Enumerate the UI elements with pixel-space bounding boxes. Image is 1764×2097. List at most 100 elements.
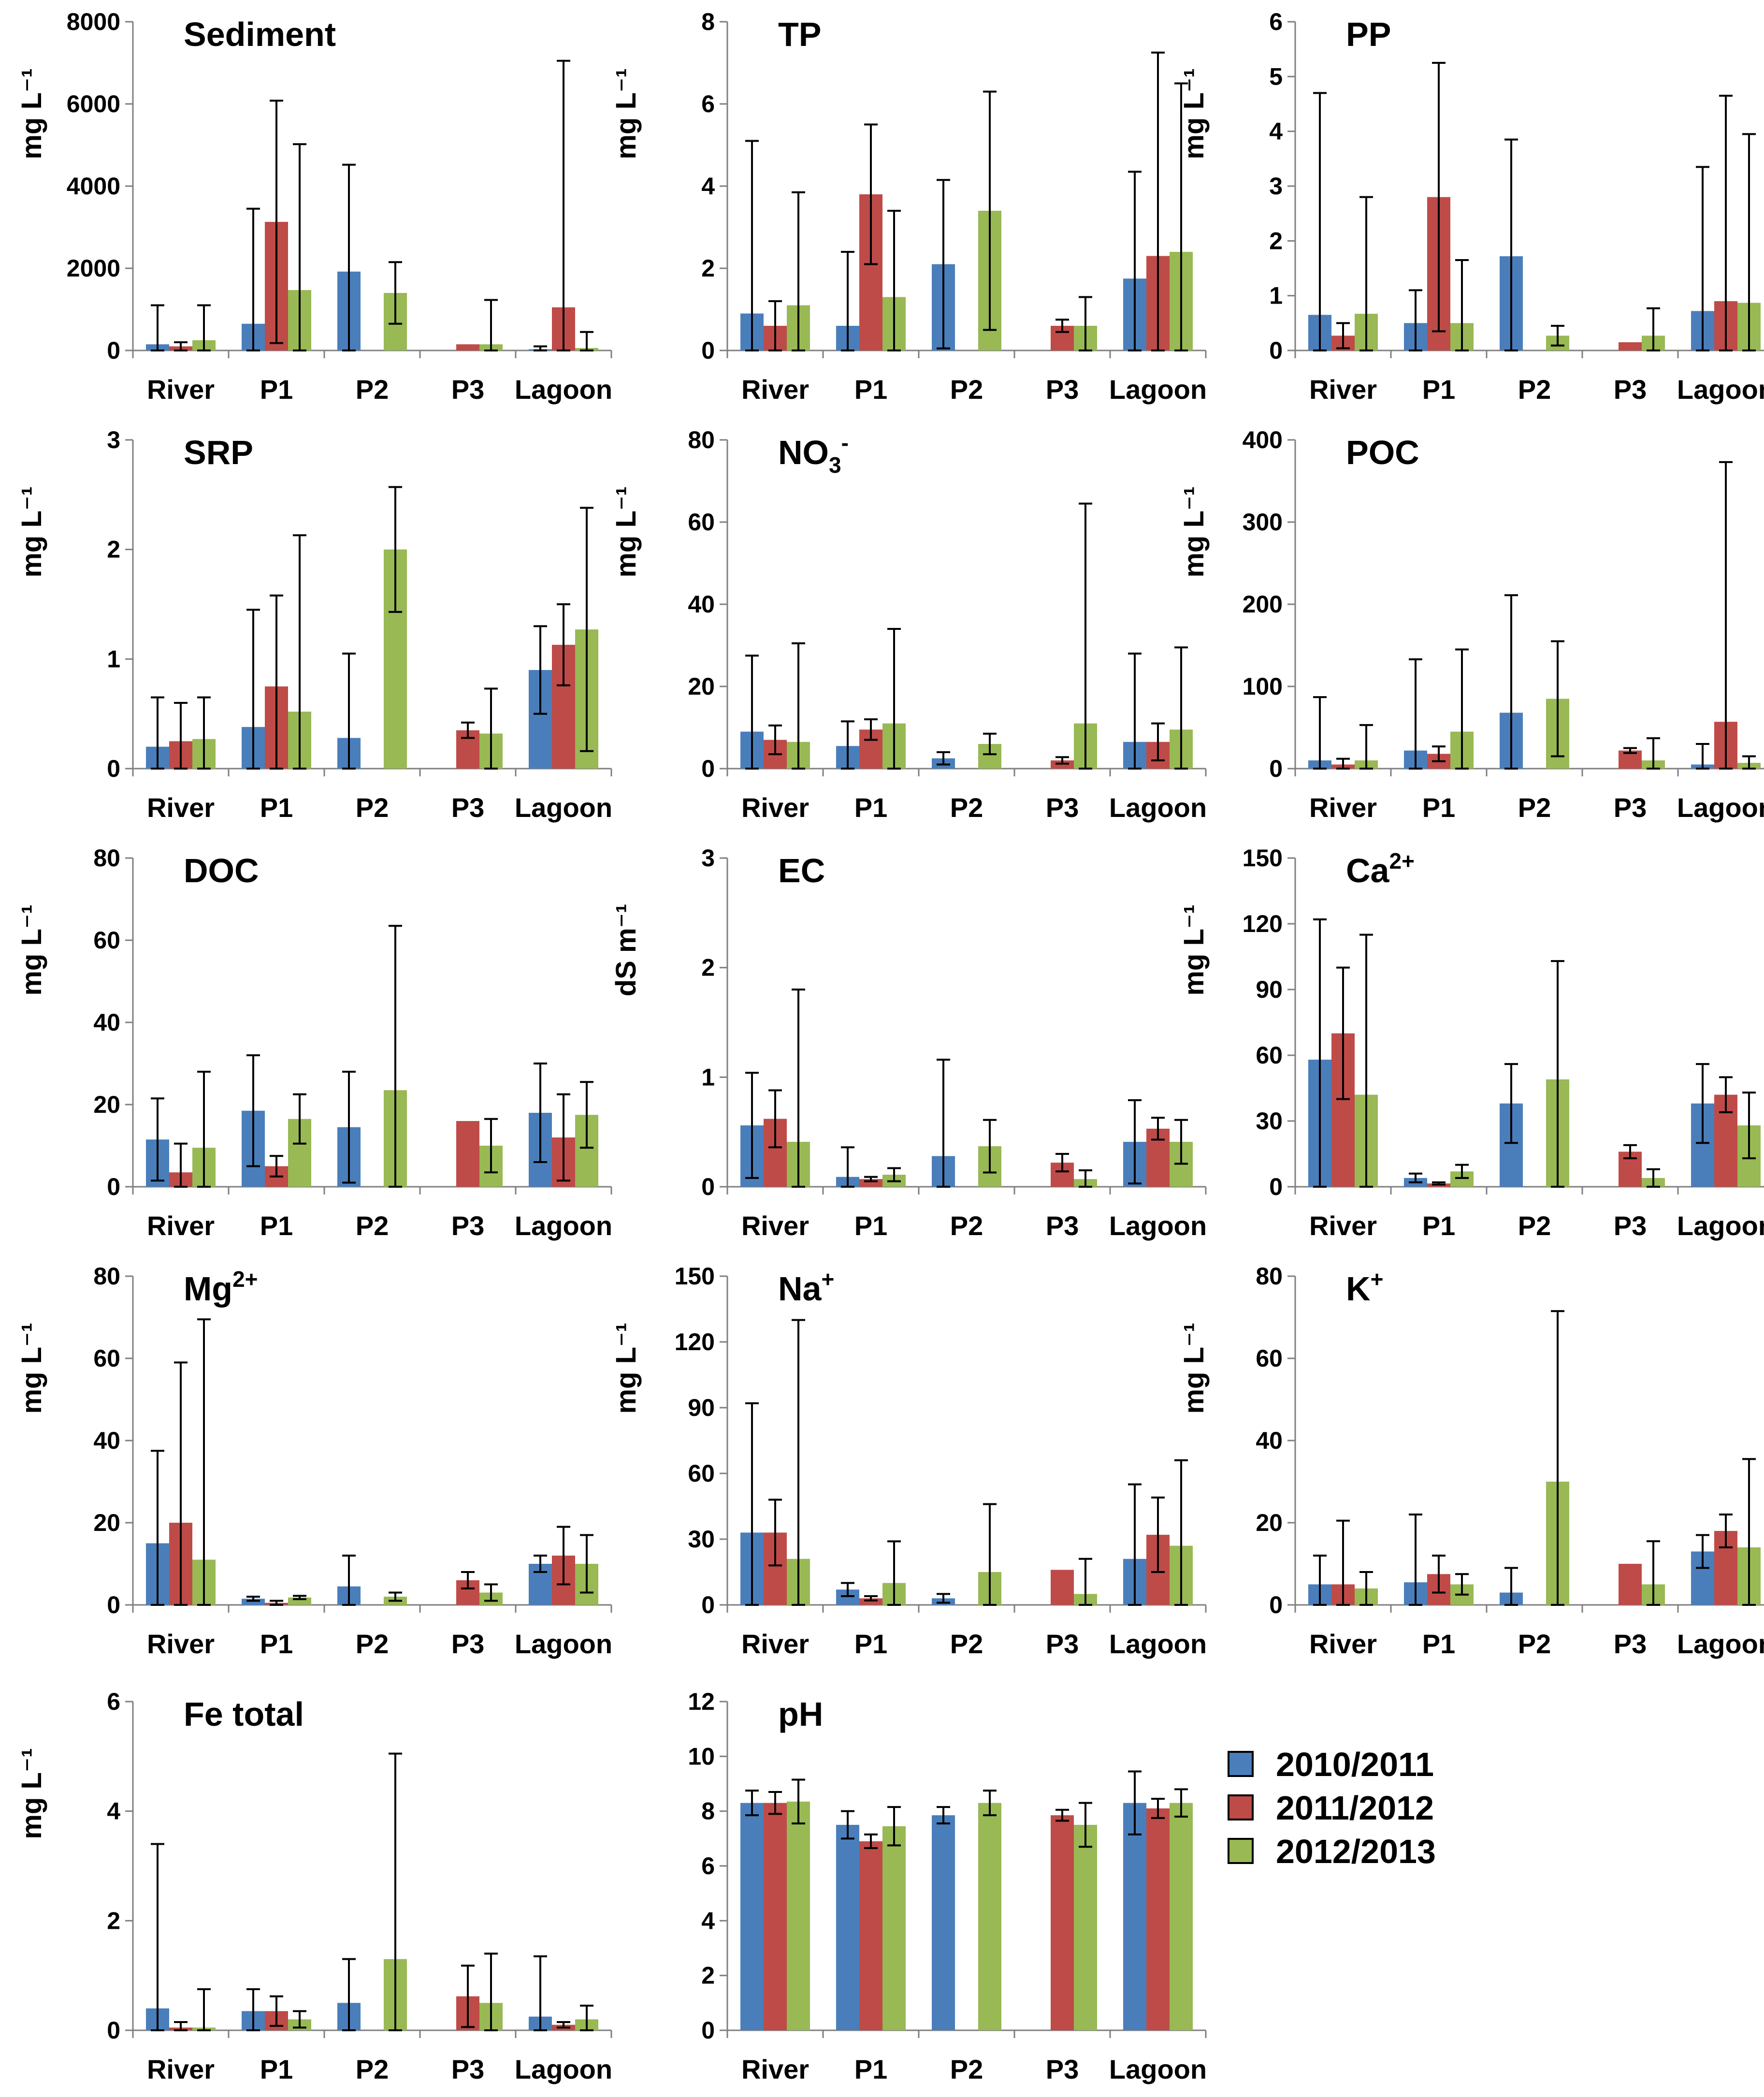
x-tick-label: River xyxy=(1309,1210,1377,1241)
y-tick-label: 400 xyxy=(1243,426,1283,453)
bar-p3-2011 xyxy=(1619,342,1642,350)
chart-no3: 0 20 40 60 80 mg L⁻¹ NO3- River P1 P2 P3 Lagoon xyxy=(610,426,1207,823)
chart-title: SRP xyxy=(184,434,253,471)
y-tick-label: 0 xyxy=(107,2017,120,2044)
y-tick-label: 0 xyxy=(107,755,120,782)
y-tick-label: 60 xyxy=(1256,1042,1283,1069)
y-axis-label: mg L⁻¹ xyxy=(610,1323,642,1413)
y-tick-label: 150 xyxy=(1243,845,1283,872)
x-tick-label: P3 xyxy=(1614,1210,1647,1241)
y-tick-label: 40 xyxy=(93,1009,120,1036)
chart-title: pH xyxy=(778,1695,823,1733)
chart-title: TP xyxy=(778,15,821,53)
y-tick-label: 6 xyxy=(107,1688,120,1715)
chart-sediment: 0 2000 4000 6000 8000 mg L⁻¹ Sediment River P1 P2… xyxy=(16,8,612,405)
x-tick-label: Lagoon xyxy=(1677,374,1764,405)
x-tick-label: River xyxy=(147,1210,215,1241)
x-tick-label: P3 xyxy=(451,1629,485,1659)
y-tick-label: 80 xyxy=(1256,1263,1283,1290)
x-tick-label: River xyxy=(1309,792,1377,823)
y-tick-label: 0 xyxy=(107,337,120,364)
x-tick-label: P1 xyxy=(854,2054,888,2084)
chart-title: Mg2+ xyxy=(184,1267,258,1308)
y-tick-label: 0 xyxy=(107,1173,120,1200)
y-tick-label: 2 xyxy=(1269,227,1283,254)
x-tick-label: P1 xyxy=(1422,1629,1456,1659)
y-tick-label: 40 xyxy=(93,1427,120,1454)
x-tick-label: P2 xyxy=(1518,374,1551,405)
bar-lagoon-2011 xyxy=(1146,1808,1170,2030)
x-tick-label: P2 xyxy=(356,792,389,823)
bar-p3-2011 xyxy=(456,1121,479,1187)
chart-title: K+ xyxy=(1346,1267,1383,1308)
chart-doc: 0 20 40 60 80 mg L⁻¹ DOC River P1 P2 P3 Lagoon xyxy=(16,845,612,1241)
x-tick-label: Lagoon xyxy=(515,1629,612,1659)
y-tick-label: 60 xyxy=(93,1345,120,1372)
y-tick-label: 2 xyxy=(701,255,715,282)
x-tick-label: P1 xyxy=(1422,374,1456,405)
x-tick-label: P2 xyxy=(950,374,983,405)
y-tick-label: 6 xyxy=(701,90,715,117)
y-tick-label: 60 xyxy=(688,1460,715,1487)
y-tick-label: 60 xyxy=(688,509,715,536)
chart-srp: 0 1 2 3 mg L⁻¹ SRP River P1 P2 P3 Lagoon xyxy=(16,426,612,823)
x-tick-label: P3 xyxy=(1614,1629,1647,1659)
y-axis-label: mg L⁻¹ xyxy=(610,68,642,159)
x-tick-label: Lagoon xyxy=(515,792,612,823)
y-tick-label: 0 xyxy=(701,2017,715,2044)
x-tick-label: P1 xyxy=(260,792,293,823)
y-axis-label: mg L⁻¹ xyxy=(16,68,47,159)
y-axis-label: dS m⁻¹ xyxy=(610,904,642,997)
legend-label-2010: 2010/2011 xyxy=(1276,1746,1434,1783)
bar-p3-2011 xyxy=(1619,1564,1642,1605)
chart-tp: 0 2 4 6 8 mg L⁻¹ TP River P1 P2 P3 Lagoon xyxy=(610,8,1207,405)
x-tick-label: Lagoon xyxy=(1109,792,1207,823)
bar-lagoon-2010 xyxy=(1123,1803,1146,2030)
x-tick-label: River xyxy=(1309,1629,1377,1659)
chart-ca2: 0 30 60 90 120 150 mg L⁻¹ Ca2+ River P1 P2 P3 Lagoon xyxy=(1178,845,1764,1241)
y-tick-label: 200 xyxy=(1243,591,1283,618)
legend-swatch-2012 xyxy=(1228,1838,1254,1864)
x-tick-label: Lagoon xyxy=(1109,374,1207,405)
x-tick-label: River xyxy=(741,1210,809,1241)
x-tick-label: Lagoon xyxy=(515,2054,612,2084)
chart-mg2: 0 20 40 60 80 mg L⁻¹ Mg2+ River P1 P2 P3 Lagoon xyxy=(16,1263,612,1659)
x-tick-label: Lagoon xyxy=(1677,1629,1764,1659)
x-tick-label: Lagoon xyxy=(1109,1629,1207,1659)
y-axis-label: mg L⁻¹ xyxy=(1178,68,1210,159)
legend-label-2011: 2011/2012 xyxy=(1276,1789,1434,1827)
y-tick-label: 10 xyxy=(688,1743,715,1770)
x-tick-label: River xyxy=(741,792,809,823)
y-tick-label: 0 xyxy=(701,337,715,364)
chart-title: Ca2+ xyxy=(1346,848,1415,889)
y-tick-label: 5 xyxy=(1269,63,1283,90)
y-tick-label: 80 xyxy=(93,1263,120,1290)
x-tick-label: P1 xyxy=(854,792,888,823)
bar-p2-2012 xyxy=(978,1803,1001,2030)
chart-poc: 0 100 200 300 400 mg L⁻¹ POC River P1 P2 P3 Lagoon xyxy=(1178,426,1764,823)
x-tick-label: P1 xyxy=(260,1629,293,1659)
x-tick-label: P3 xyxy=(451,792,485,823)
y-tick-label: 0 xyxy=(701,1173,715,1200)
x-tick-label: P2 xyxy=(950,792,983,823)
x-tick-label: P1 xyxy=(1422,792,1456,823)
x-tick-label: P1 xyxy=(1422,1210,1456,1241)
y-tick-label: 8000 xyxy=(67,8,120,35)
x-tick-label: P1 xyxy=(854,374,888,405)
y-axis-label: mg L⁻¹ xyxy=(16,1748,47,1839)
y-tick-label: 3 xyxy=(1269,173,1283,200)
bar-river-2010 xyxy=(740,1803,764,2030)
y-tick-label: 20 xyxy=(688,673,715,700)
chart-title: EC xyxy=(778,852,825,889)
chart-title: POC xyxy=(1346,434,1419,471)
legend: 2010/2011 2011/2012 2012/2013 xyxy=(1228,1745,1566,1890)
x-tick-label: P3 xyxy=(451,2054,485,2084)
x-tick-label: P1 xyxy=(260,374,293,405)
x-tick-label: River xyxy=(147,2054,215,2084)
y-axis-label: mg L⁻¹ xyxy=(16,904,47,995)
legend-swatch-2010 xyxy=(1228,1751,1254,1777)
x-tick-label: Lagoon xyxy=(1109,2054,1207,2084)
y-tick-label: 0 xyxy=(701,1591,715,1618)
y-tick-label: 20 xyxy=(1256,1509,1283,1536)
